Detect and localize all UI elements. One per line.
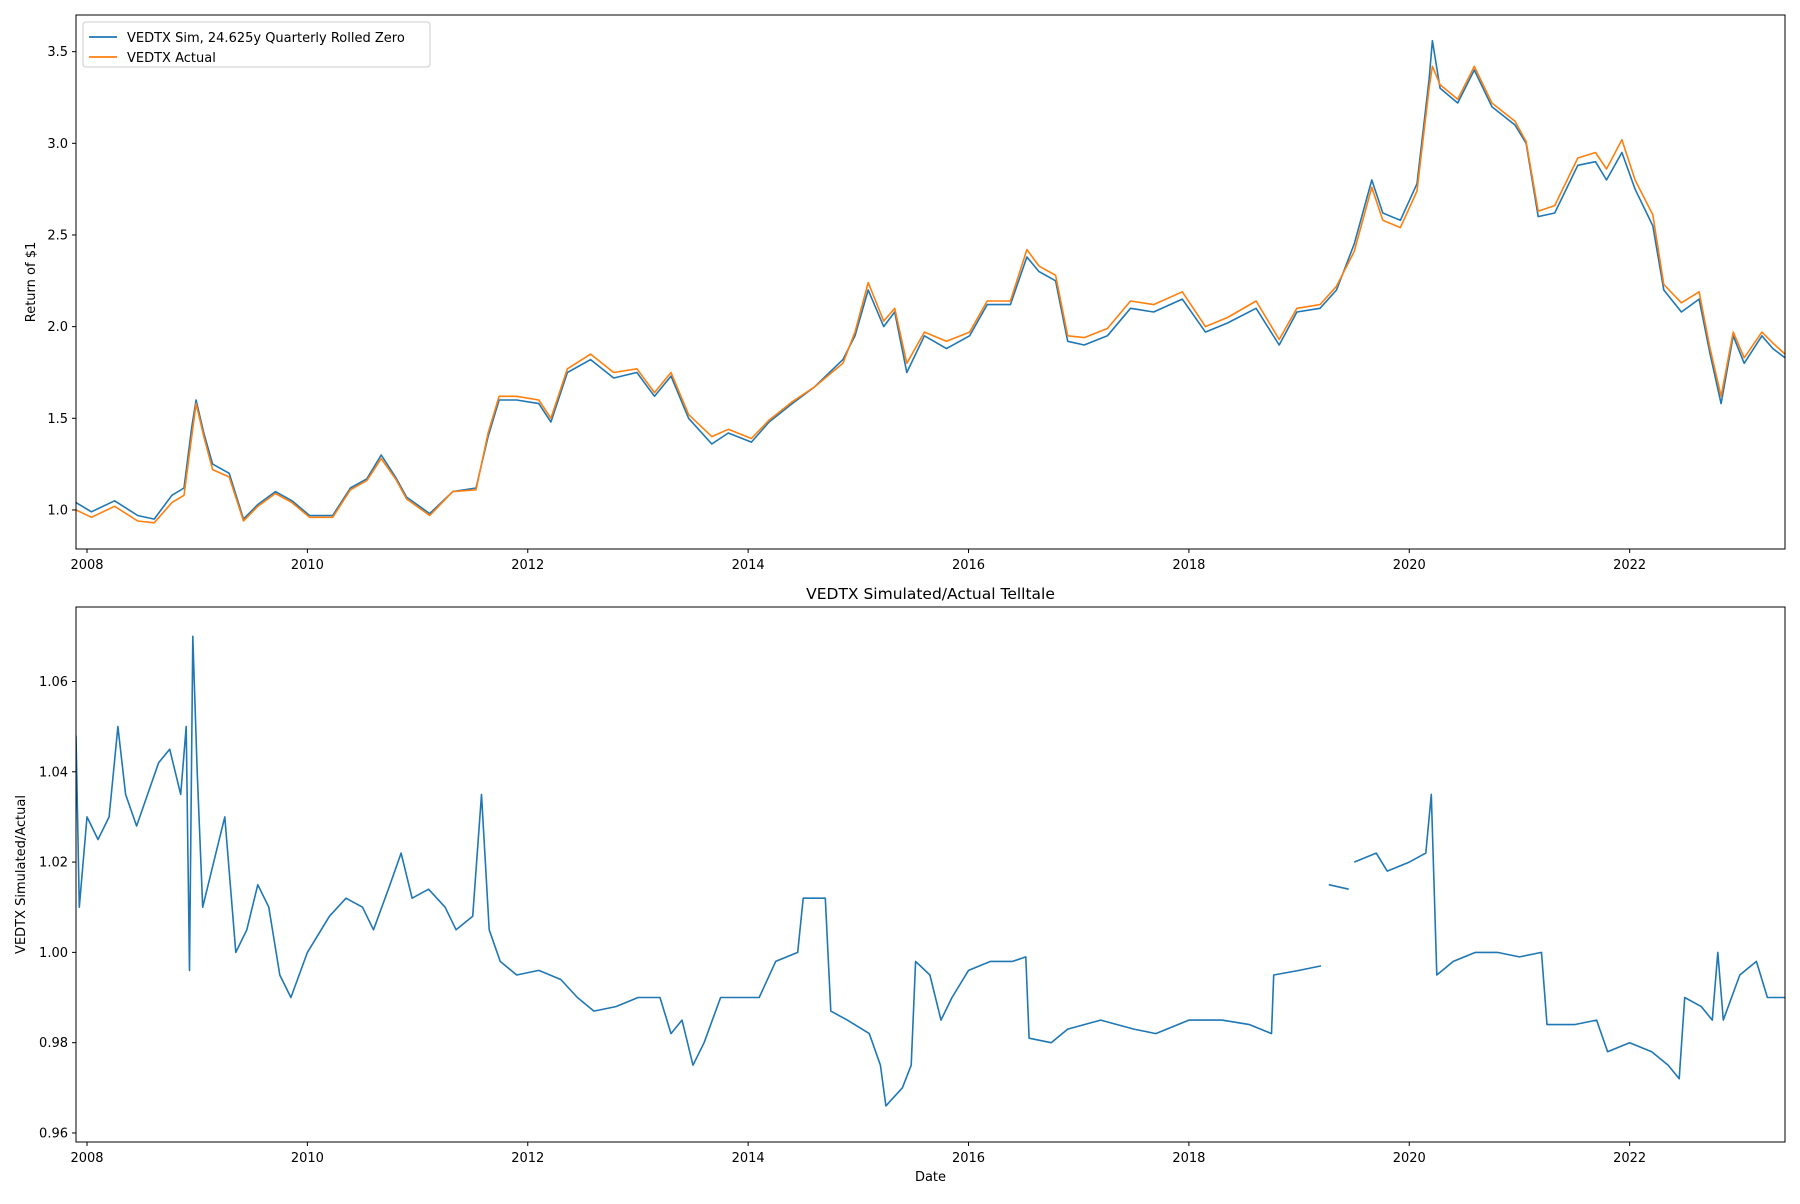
y-tick-label: 3.5: [47, 45, 68, 60]
x-tick-label: 2018: [1172, 1151, 1205, 1166]
x-tick-label: 2020: [1393, 558, 1426, 573]
axes-frame: [75, 606, 1786, 1143]
y-tick-label: 0.96: [39, 1126, 68, 1141]
axes-frame: [75, 14, 1786, 550]
x-tick-label: 2016: [952, 1151, 985, 1166]
y-tick-label: 2.5: [47, 228, 68, 243]
y-tick-label: 2.0: [47, 320, 68, 335]
series-line-vedtx-sim-24-625y-quarterly-rolled-zero: [76, 39, 1785, 520]
bottom-axes-telltale: 2008 2010 2012 2014 2016 2018 2020 2022 0.96 0.98…: [14, 585, 1786, 1185]
legend-label: VEDTX Actual: [127, 51, 216, 66]
y-tick-label: 0.98: [39, 1036, 68, 1051]
x-tick-label: 2022: [1613, 1151, 1646, 1166]
x-tick-label: 2016: [952, 558, 985, 573]
series-line-0: [76, 635, 1785, 1107]
x-tick-label: 2010: [291, 558, 324, 573]
y-tick-label: 1.00: [39, 946, 68, 961]
x-tick-label: 2014: [732, 1151, 765, 1166]
x-tick-label: 2008: [70, 558, 103, 573]
chart-title: VEDTX Simulated/Actual Telltale: [806, 585, 1055, 603]
x-tick-label: 2022: [1613, 558, 1646, 573]
x-tick-label: 2008: [70, 1151, 103, 1166]
y-axis-label: Return of $1: [24, 242, 39, 322]
x-tick-label: 2014: [732, 558, 765, 573]
x-tick-label: 2012: [511, 1151, 544, 1166]
y-tick-label: 1.06: [39, 675, 68, 690]
x-axis-label: Date: [915, 1170, 946, 1185]
legend: VEDTX Sim, 24.625y Quarterly Rolled Zero…: [82, 21, 431, 68]
x-tick-label: 2010: [291, 1151, 324, 1166]
series-line-vedtx-actual: [76, 65, 1785, 524]
y-tick-label: 1.04: [39, 765, 68, 780]
y-tick-label: 1.5: [47, 412, 68, 427]
y-tick-label: 1.02: [39, 856, 68, 871]
x-tick-label: 2018: [1172, 558, 1205, 573]
y-axis-label: VEDTX Simulated/Actual: [14, 795, 29, 954]
x-tick-label: 2020: [1393, 1151, 1426, 1166]
y-tick-label: 3.0: [47, 137, 68, 152]
y-tick-label: 1.0: [47, 503, 68, 518]
top-axes-return-of-1: 2008 2010 2012 2014 2016 2018 2020 2022 1.0 1.5 2.…: [24, 14, 1786, 573]
legend-frame: [82, 21, 431, 68]
x-tick-label: 2012: [511, 558, 544, 573]
legend-label: VEDTX Sim, 24.625y Quarterly Rolled Zero: [127, 31, 405, 46]
